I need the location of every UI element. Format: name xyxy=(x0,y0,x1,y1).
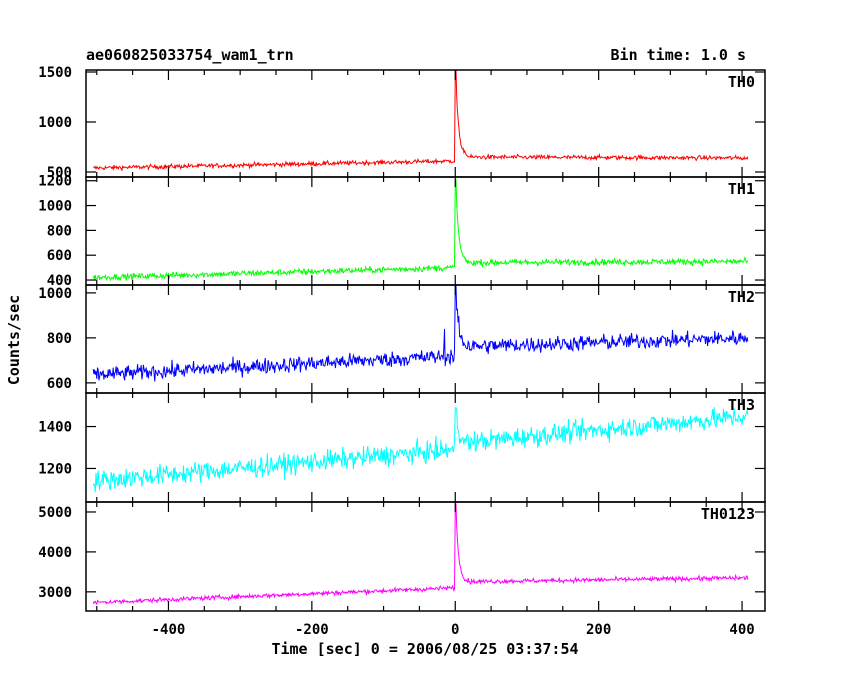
panel-th0123: 3000 4000 5000 TH0123 xyxy=(38,501,766,612)
x-tick-label: -200 xyxy=(295,622,329,638)
y-tick-label: 600 xyxy=(47,248,72,264)
series-th0123 xyxy=(92,503,749,606)
x-axis-label: Time [sec] 0 = 2006/08/25 03:37:54 xyxy=(271,640,578,658)
y-axis-label: Counts/sec xyxy=(5,295,23,385)
y-tick-label: 4000 xyxy=(38,545,72,561)
y-tick-label: 1200 xyxy=(38,174,72,190)
panel-th2: 600 800 1000 TH2 xyxy=(38,284,766,394)
y-tick-label: 5000 xyxy=(38,505,72,521)
panel-frame xyxy=(85,392,766,503)
y-tick-label: 500 xyxy=(47,165,72,181)
series-th2 xyxy=(92,285,749,382)
x-tick-label: 0 xyxy=(451,622,459,638)
y-tick-label: 3000 xyxy=(38,585,72,601)
y-tick-label: 600 xyxy=(47,376,72,392)
y-tick-label: 1400 xyxy=(38,420,72,436)
series-th3 xyxy=(92,407,749,493)
panel-th0: 500 1000 1500 TH0 xyxy=(38,65,766,181)
panel-frame xyxy=(85,501,766,612)
y-tick-label: 1000 xyxy=(38,286,72,302)
y-tick-label: 1500 xyxy=(38,65,72,81)
panel-label: TH3 xyxy=(728,396,755,414)
panel-label: TH0 xyxy=(728,73,755,91)
y-tick-label: 1000 xyxy=(38,199,72,215)
y-tick-label: 1200 xyxy=(38,461,72,477)
panel-frame xyxy=(85,284,766,394)
panel-frame xyxy=(85,176,766,286)
chart-title: ae060825033754_wam1_trn xyxy=(86,46,294,64)
y-tick-label: 800 xyxy=(47,223,72,239)
series-th0 xyxy=(93,69,749,172)
panel-label: TH0123 xyxy=(701,505,755,523)
panel-th3: 1200 1400 TH3 xyxy=(38,392,766,503)
x-tick-label: 400 xyxy=(729,622,754,638)
x-tick-label: -400 xyxy=(152,622,186,638)
x-tick-label: 200 xyxy=(586,622,611,638)
panel-label: TH1 xyxy=(728,180,755,198)
bin-time-label: Bin time: 1.0 s xyxy=(611,46,746,64)
series-th1 xyxy=(92,179,749,282)
panel-label: TH2 xyxy=(728,288,755,306)
y-tick-label: 400 xyxy=(47,273,72,289)
panel-th1: 400 600 800 1000 1200 TH1 xyxy=(38,174,766,289)
y-tick-label: 1000 xyxy=(38,115,72,131)
panel-group: 500 1000 1500 TH0 400 600 800 1000 1200 TH1 600 800… xyxy=(38,65,766,638)
y-tick-label: 800 xyxy=(47,331,72,347)
